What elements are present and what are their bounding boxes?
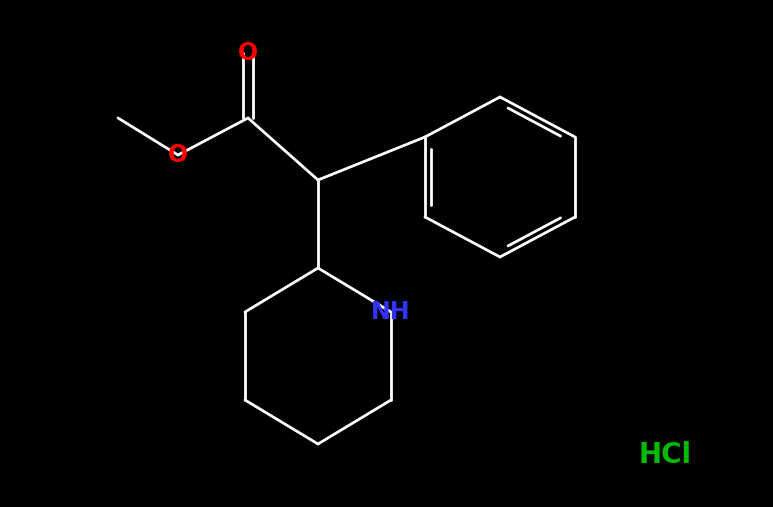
Text: O: O: [168, 143, 188, 167]
Text: HCl: HCl: [638, 441, 692, 469]
Text: O: O: [238, 41, 258, 65]
Text: NH: NH: [371, 300, 410, 324]
